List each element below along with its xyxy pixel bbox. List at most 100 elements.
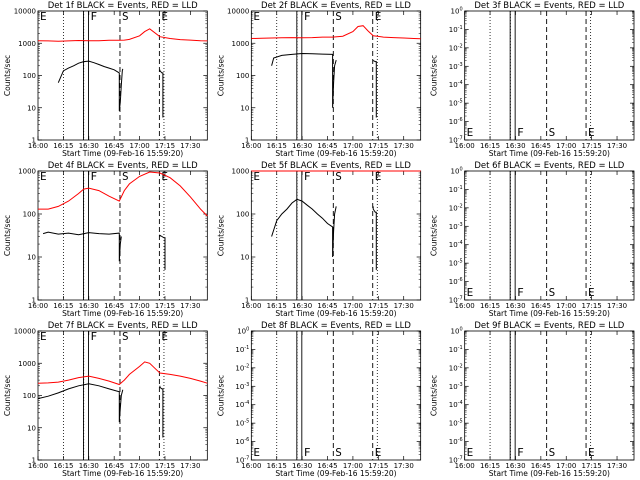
events-series-line (372, 60, 377, 118)
y-tick-label: 10-3 (449, 222, 463, 231)
x-tick-label: 16:15 (267, 462, 287, 470)
lld-series-line (251, 25, 421, 40)
panel-9: Det 9f BLACK = Events, RED = LLD 10-7 10-6… (430, 321, 635, 478)
x-tick-label: 17:15 (582, 462, 602, 470)
marker-label-e: E (467, 286, 474, 299)
y-tick-label: 10-5 (449, 99, 463, 108)
x-tick-label: 16:15 (53, 302, 73, 310)
marker-label-s: S (335, 446, 342, 459)
panel-title: Det 4f BLACK = Events, RED = LLD (48, 161, 198, 171)
panel-title: Det 1f BLACK = Events, RED = LLD (48, 1, 198, 11)
panel-5: Det 5f BLACK = Events, RED = LLD 1 10 100 10… (216, 161, 422, 318)
x-axis-label: Start Time (09-Feb-16 15:59:20) (62, 469, 183, 478)
y-tick-label: 10-5 (449, 259, 463, 268)
y-tick-label: 10-5 (235, 419, 249, 428)
plot-frame (250, 170, 422, 301)
y-tick-label: 100 (23, 392, 36, 400)
marker-label-e: E (161, 330, 168, 343)
y-tick-label: 10-1 (235, 345, 249, 354)
marker-label-f: F (304, 10, 311, 23)
events-series-line (159, 69, 164, 118)
x-tick-label: 17:15 (155, 462, 175, 470)
panel-title: Det 2f BLACK = Events, RED = LLD (261, 1, 411, 11)
y-tick-label: 10-6 (235, 437, 249, 446)
x-tick-label: 16:30 (505, 302, 525, 310)
marker-label-f: F (304, 170, 311, 183)
x-axis-label: Start Time (09-Feb-16 15:59:20) (275, 309, 396, 318)
panel-title: Det 5f BLACK = Events, RED = LLD (261, 161, 411, 171)
y-tick-label: 100 (23, 211, 36, 219)
y-tick-label: 1000 (232, 168, 250, 176)
y-tick-label: 1000 (18, 168, 36, 176)
y-tick-label: 10-7 (449, 456, 463, 465)
marker-label-e: E (40, 330, 47, 343)
y-tick-label: 100 (451, 167, 463, 176)
x-tick-label: 16:45 (104, 142, 124, 150)
x-tick-label: 17:00 (556, 462, 576, 470)
y-tick-label: 10-2 (449, 43, 463, 52)
events-series-line (57, 60, 124, 111)
y-tick-label: 10-6 (449, 117, 463, 126)
y-tick-label: 10 (27, 424, 36, 432)
y-tick-label: 1000 (18, 360, 36, 368)
x-tick-label: 16:15 (480, 462, 500, 470)
plot-frame (37, 330, 208, 461)
plot-frame (37, 10, 208, 141)
x-tick-label: 16:30 (292, 302, 312, 310)
y-tick-label: 10-1 (449, 345, 463, 354)
x-tick-label: 16:30 (79, 302, 99, 310)
events-series-line (42, 231, 122, 262)
events-series-line (271, 52, 337, 108)
panel-3: Det 3f BLACK = Events, RED = LLD 10-7 10-6… (430, 1, 635, 158)
panel-1: Det 1f BLACK = Events, RED = LLD 1 10 100 10… (3, 1, 208, 158)
x-tick-label: 17:30 (394, 302, 414, 310)
marker-label-e: E (467, 446, 474, 459)
x-tick-label: 17:15 (582, 142, 602, 150)
y-axis-label: Counts/sec (3, 375, 12, 416)
lld-series-line (37, 361, 208, 386)
marker-label-f: F (517, 126, 524, 139)
marker-label-e: E (253, 446, 260, 459)
panel-6: Det 6f BLACK = Events, RED = LLD 10-7 10-6… (430, 161, 635, 318)
x-tick-label: 16:45 (104, 462, 124, 470)
x-tick-label: 16:45 (531, 302, 551, 310)
lld-series-line (38, 171, 208, 217)
x-tick-label: 17:15 (368, 302, 388, 310)
marker-label-e: E (375, 170, 382, 183)
y-tick-label: 10 (27, 104, 36, 112)
x-axis-label: Start Time (09-Feb-16 15:59:20) (275, 149, 396, 158)
x-tick-label: 16:15 (53, 462, 73, 470)
y-tick-label: 1000 (18, 40, 36, 48)
y-tick-label: 1 (245, 137, 249, 145)
panel-title: Det 6f BLACK = Events, RED = LLD (474, 161, 624, 171)
x-tick-label: 17:15 (155, 302, 175, 310)
marker-label-e: E (375, 446, 382, 459)
y-tick-label: 10-1 (449, 25, 463, 34)
y-tick-label: 100 (23, 72, 36, 80)
marker-label-f: F (90, 330, 97, 343)
x-tick-label: 17:00 (343, 142, 363, 150)
x-axis-label: Start Time (09-Feb-16 15:59:20) (489, 469, 610, 478)
x-tick-label: 17:00 (343, 462, 363, 470)
marker-label-e: E (375, 10, 382, 23)
x-tick-label: 16:15 (53, 142, 73, 150)
y-tick-label: 10-4 (449, 400, 463, 409)
y-tick-label: 1 (245, 297, 249, 305)
x-tick-label: 16:15 (267, 302, 287, 310)
y-tick-label: 10-3 (449, 62, 463, 71)
marker-label-f: F (90, 10, 97, 23)
x-tick-label: 16:00 (455, 142, 475, 150)
y-tick-label: 10-4 (449, 80, 463, 89)
events-series-line (37, 383, 124, 423)
y-tick-label: 100 (451, 327, 463, 336)
marker-label-e: E (40, 170, 47, 183)
marker-label-e: E (253, 170, 260, 183)
x-tick-label: 16:15 (480, 142, 500, 150)
panel-7: Det 7f BLACK = Events, RED = LLD 1 10 100 10… (3, 321, 208, 478)
events-series-line (372, 206, 377, 270)
y-tick-label: 100 (236, 72, 249, 80)
x-axis-label: Start Time (09-Feb-16 15:59:20) (275, 469, 396, 478)
x-tick-label: 16:30 (505, 142, 525, 150)
y-tick-label: 1000 (232, 40, 250, 48)
marker-label-e: E (588, 446, 595, 459)
